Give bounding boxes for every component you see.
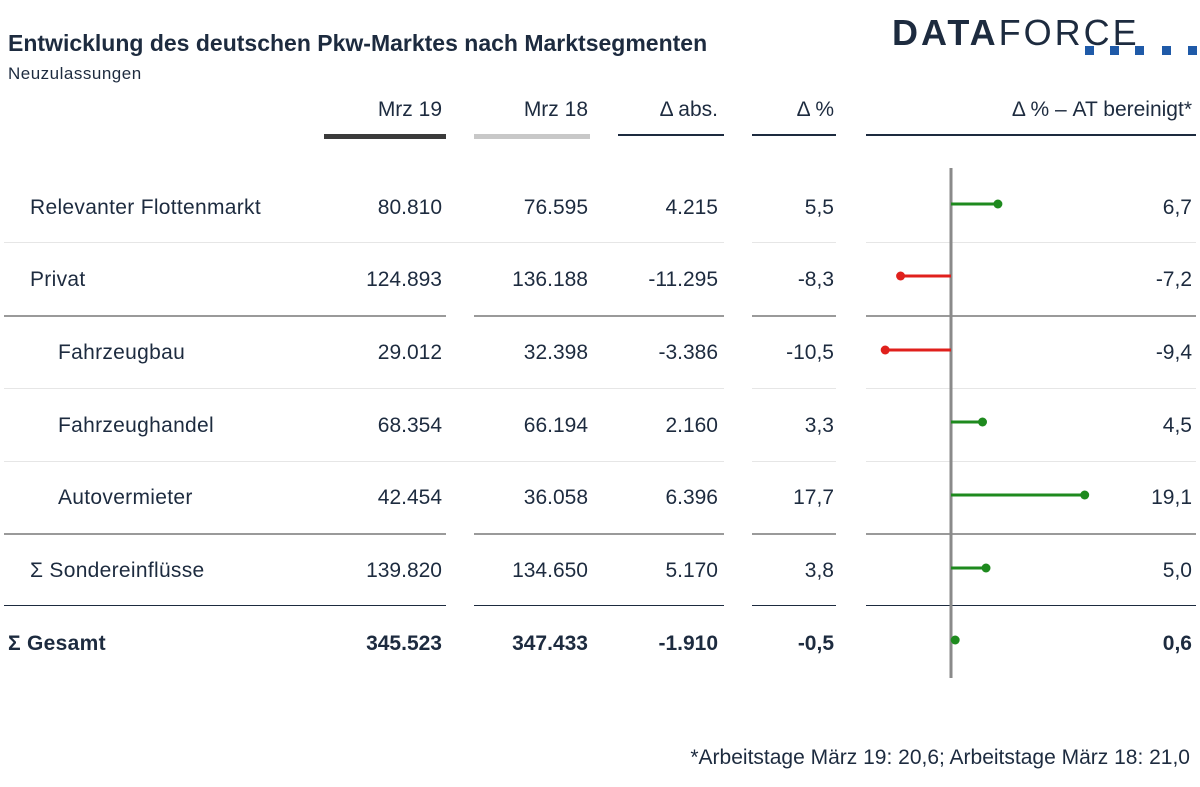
row-separator <box>866 242 1196 243</box>
cell-delta-abs: -11.295 <box>648 268 718 291</box>
logo-square <box>1135 46 1144 55</box>
row-separator <box>752 605 836 606</box>
logo-text-bold: DATA <box>892 12 999 53</box>
cell-mrz19: 124.893 <box>366 268 442 291</box>
cell-mrz18: 32.398 <box>523 341 588 364</box>
row-separator <box>752 461 836 462</box>
cell-delta-pct: 3,8 <box>804 559 834 582</box>
cell-delta-pct: 17,7 <box>793 486 834 509</box>
row-separator <box>324 388 724 389</box>
row-label: Σ Sondereinflüsse <box>30 559 205 582</box>
cell-delta-abs: 2.160 <box>665 414 718 437</box>
row-separator <box>866 388 1196 389</box>
cell-delta-abs: 6.396 <box>665 486 718 509</box>
logo-square <box>1188 46 1197 55</box>
row-label: Fahrzeugbau <box>58 341 186 364</box>
row-separator <box>866 605 1196 606</box>
cell-delta-adj: 4,5 <box>1162 414 1192 437</box>
cell-mrz19: 345.523 <box>366 632 442 655</box>
header-underline-mrz18 <box>474 134 590 139</box>
row-separator <box>752 315 836 317</box>
chart-title: Entwicklung des deutschen Pkw-Marktes na… <box>8 30 708 56</box>
row-label: Privat <box>30 268 86 291</box>
col-header-mrz19: Mrz 19 <box>377 98 442 121</box>
row-label-total: Σ Gesamt <box>8 632 106 655</box>
cell-mrz19: 139.820 <box>366 559 442 582</box>
cell-delta-adj: -9,4 <box>1155 341 1192 364</box>
footnote: *Arbeitstage März 19: 20,6; Arbeitstage … <box>690 746 1190 769</box>
lollipop-point <box>950 635 960 645</box>
row-separator <box>4 605 324 606</box>
cell-delta-adj: 19,1 <box>1151 486 1192 509</box>
cell-mrz19: 42.454 <box>377 486 442 509</box>
cell-delta-pct: -8,3 <box>797 268 834 291</box>
logo-square <box>1162 46 1171 55</box>
lollipop-point <box>880 345 890 355</box>
cell-delta-abs: 5.170 <box>665 559 718 582</box>
lollipop-point <box>978 417 987 427</box>
col-header-delta-abs: Δ abs. <box>659 98 718 121</box>
cell-mrz19: 29.012 <box>377 341 442 364</box>
cell-delta-pct: -10,5 <box>786 341 834 364</box>
row-separator <box>474 605 724 606</box>
row-separator <box>324 315 446 317</box>
dataforce-logo: DATAFORCE <box>892 12 1197 62</box>
logo-square <box>1110 46 1119 55</box>
lollipop-point <box>981 563 991 573</box>
cell-mrz18: 347.433 <box>512 632 588 655</box>
row-separator <box>4 388 324 389</box>
header-underline-pct <box>752 134 836 136</box>
cell-mrz18: 136.188 <box>512 268 588 291</box>
row-separator <box>324 605 446 606</box>
row-label: Relevanter Flottenmarkt <box>30 196 261 219</box>
cell-delta-pct: -0,5 <box>797 632 834 655</box>
row-separator <box>752 533 836 535</box>
row-separator <box>4 533 324 535</box>
chart-subtitle: Neuzulassungen <box>8 64 142 83</box>
row-separator <box>324 242 724 243</box>
cell-delta-adj: 5,0 <box>1162 559 1192 582</box>
cell-mrz19: 80.810 <box>377 196 442 219</box>
row-separator <box>474 315 724 317</box>
header-underline-adj <box>866 134 1196 136</box>
row-separator <box>866 315 1196 317</box>
row-separator <box>752 388 836 389</box>
col-header-delta-adj: Δ % – AT bereinigt* <box>1011 98 1192 121</box>
cell-delta-adj: 6,7 <box>1162 196 1192 219</box>
row-separator <box>324 533 446 535</box>
lollipop-point <box>896 271 906 281</box>
cell-delta-pct: 3,3 <box>804 414 834 437</box>
row-separator <box>752 242 836 243</box>
cell-mrz18: 76.595 <box>523 196 588 219</box>
row-label: Autovermieter <box>58 486 193 509</box>
col-header-delta-pct: Δ % <box>796 98 834 121</box>
cell-mrz18: 66.194 <box>523 414 588 437</box>
row-separator <box>474 533 724 535</box>
row-separator <box>4 315 324 317</box>
cell-mrz18: 36.058 <box>523 486 588 509</box>
header-underline-mrz19 <box>324 134 446 139</box>
row-label: Fahrzeughandel <box>58 414 214 437</box>
col-header-mrz18: Mrz 18 <box>523 98 588 121</box>
lollipop-point <box>1080 490 1090 500</box>
row-separator <box>324 461 724 462</box>
cell-delta-abs: -1.910 <box>658 632 718 655</box>
cell-delta-adj: -7,2 <box>1155 268 1192 291</box>
cell-delta-pct: 5,5 <box>804 196 834 219</box>
row-separator <box>4 242 324 243</box>
header-underline-abs <box>618 134 724 136</box>
cell-mrz19: 68.354 <box>377 414 442 437</box>
logo-square <box>1085 46 1094 55</box>
cell-delta-adj: 0,6 <box>1162 632 1192 655</box>
row-separator <box>866 461 1196 462</box>
lollipop-point <box>993 199 1003 209</box>
cell-delta-abs: 4.215 <box>665 196 718 219</box>
row-separator <box>4 461 324 462</box>
cell-mrz18: 134.650 <box>512 559 588 582</box>
row-separator <box>866 533 1196 535</box>
cell-delta-abs: -3.386 <box>658 341 718 364</box>
